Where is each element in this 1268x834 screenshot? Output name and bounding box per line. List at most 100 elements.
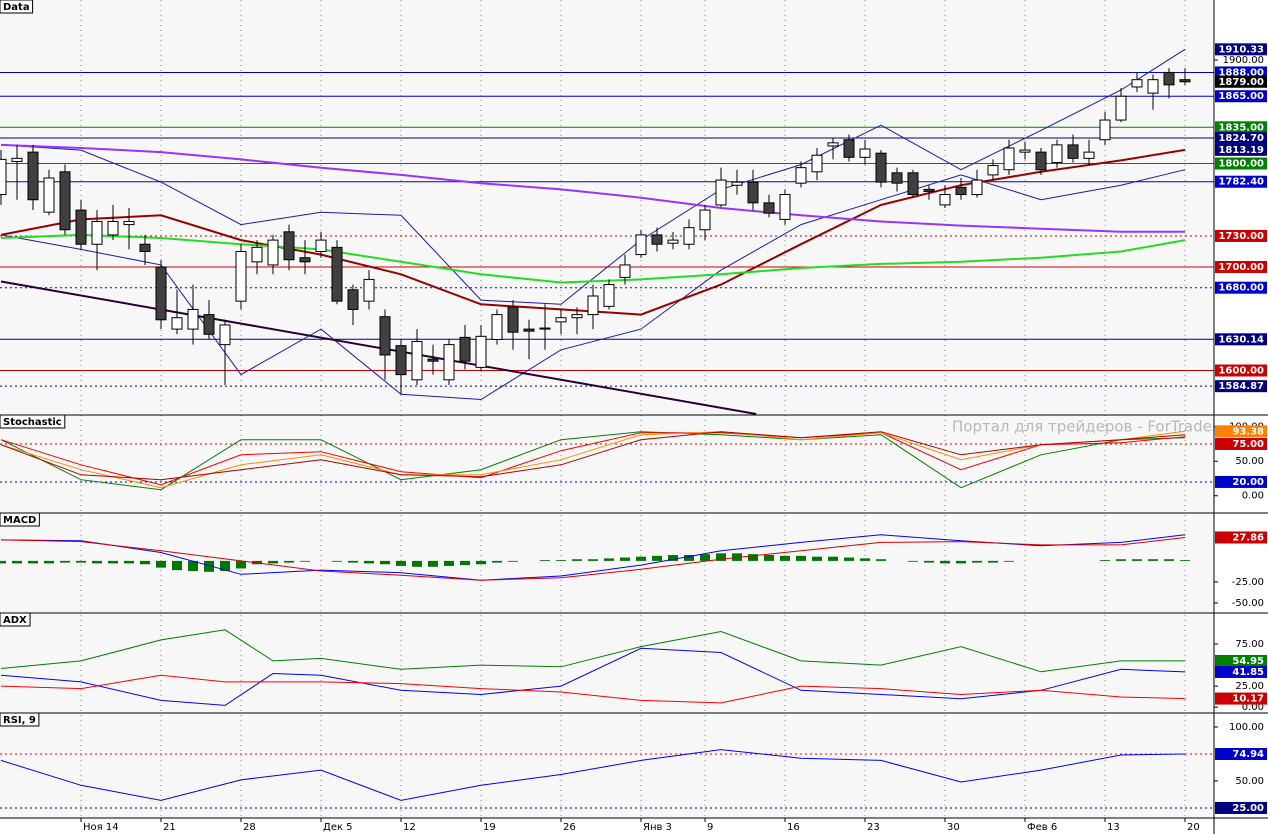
candle-body bbox=[11, 157, 23, 162]
candle-body bbox=[283, 231, 295, 261]
y-tick-label: -25.00 bbox=[1232, 577, 1264, 588]
candle-body bbox=[331, 246, 343, 302]
level-label-box bbox=[1215, 229, 1267, 242]
histogram-bar bbox=[684, 555, 694, 561]
candle-body bbox=[235, 250, 247, 302]
level-label: 1835.00 bbox=[1218, 122, 1264, 133]
histogram-bar bbox=[220, 560, 230, 571]
level-label: 27.86 bbox=[1232, 532, 1264, 543]
series-line bbox=[0, 431, 1186, 481]
histogram-bar bbox=[412, 560, 422, 567]
candle-body bbox=[219, 324, 231, 346]
y-tick-label: -50.00 bbox=[1232, 598, 1264, 609]
series-line bbox=[0, 48, 1186, 305]
level-label: 1782.40 bbox=[1218, 177, 1264, 188]
level-label: 1813.19 bbox=[1218, 145, 1264, 156]
candle-body bbox=[139, 243, 151, 252]
x-tick-label: 16 bbox=[787, 822, 800, 833]
series-line bbox=[0, 647, 1186, 706]
candle-body bbox=[619, 264, 631, 278]
candle-body bbox=[491, 314, 503, 340]
level-label: 41.85 bbox=[1232, 667, 1264, 678]
candle-body bbox=[251, 246, 263, 263]
y-tick-label: 50.00 bbox=[1235, 456, 1264, 467]
x-tick-label: Янв 3 bbox=[643, 822, 672, 833]
candle-body bbox=[475, 335, 487, 368]
level-label: 1680.00 bbox=[1218, 283, 1264, 294]
histogram-bar bbox=[956, 560, 966, 564]
histogram-bar bbox=[380, 560, 390, 565]
level-label: 1865.00 bbox=[1218, 91, 1264, 102]
panel-title: RSI, 9 bbox=[3, 715, 36, 726]
candle-body bbox=[1163, 71, 1175, 86]
candle-body bbox=[939, 194, 951, 206]
histogram-bar bbox=[60, 560, 70, 563]
candle-body bbox=[1131, 79, 1143, 88]
candle-body bbox=[299, 257, 311, 263]
watermark: Портал для трейдеров - ForTrader bbox=[952, 418, 1219, 436]
level-label-box bbox=[1215, 143, 1267, 156]
candle-body bbox=[651, 234, 663, 245]
series-line bbox=[0, 280, 757, 415]
histogram-bar bbox=[348, 560, 358, 563]
series-line bbox=[0, 143, 1185, 233]
candle-body bbox=[91, 220, 103, 245]
panel: Портал для трейдеров - ForTrader bbox=[0, 418, 1219, 491]
panel bbox=[0, 48, 1214, 415]
level-label-box bbox=[1215, 665, 1267, 678]
histogram-bar bbox=[588, 559, 598, 561]
histogram-bar bbox=[188, 560, 198, 571]
candle-body bbox=[155, 266, 167, 321]
candle-body bbox=[107, 220, 119, 236]
candle-body bbox=[859, 148, 871, 158]
histogram-bar bbox=[540, 560, 550, 561]
candle-body bbox=[987, 165, 999, 176]
candle-body bbox=[635, 234, 647, 256]
x-tick-label: Ноя 14 bbox=[83, 822, 119, 833]
histogram-bar bbox=[1004, 560, 1014, 562]
histogram-bar bbox=[172, 560, 182, 571]
x-tick-label: 12 bbox=[403, 822, 416, 833]
series-line bbox=[0, 749, 1186, 801]
candle-body bbox=[1035, 151, 1047, 171]
level-label-box bbox=[1215, 801, 1267, 814]
y-tick-label: 50.00 bbox=[1235, 776, 1264, 787]
histogram-bar bbox=[300, 560, 310, 562]
y-tick-label: 0.00 bbox=[1242, 491, 1264, 502]
candle-body bbox=[891, 172, 903, 184]
candle-body bbox=[779, 194, 791, 220]
level-label-box bbox=[1215, 425, 1267, 438]
histogram-bar bbox=[0, 560, 6, 564]
candle-body bbox=[1179, 79, 1191, 83]
level-label-box bbox=[1215, 157, 1267, 170]
histogram-bar bbox=[76, 560, 86, 563]
candle-body bbox=[459, 336, 471, 362]
level-label: 10.17 bbox=[1232, 694, 1264, 705]
histogram-bar bbox=[124, 560, 134, 564]
histogram-bar bbox=[828, 556, 838, 561]
candle-body bbox=[811, 154, 823, 173]
candle-body bbox=[267, 239, 279, 266]
candle-body bbox=[123, 220, 135, 226]
candle-body bbox=[875, 152, 887, 183]
histogram-bar bbox=[428, 560, 438, 567]
x-tick-label: 30 bbox=[947, 822, 960, 833]
level-label: 1600.00 bbox=[1218, 365, 1264, 376]
histogram-bar bbox=[444, 560, 454, 566]
level-label: 54.95 bbox=[1232, 656, 1264, 667]
level-label-box bbox=[1215, 692, 1267, 705]
candle-body bbox=[971, 179, 983, 196]
candle-body bbox=[539, 327, 551, 330]
series-line bbox=[0, 674, 1186, 704]
candle-body bbox=[827, 142, 839, 147]
x-tick-label: 23 bbox=[867, 822, 880, 833]
candle-body bbox=[603, 284, 615, 307]
candle-body bbox=[715, 179, 727, 206]
candle-body bbox=[347, 289, 359, 310]
histogram-bar bbox=[396, 560, 406, 566]
histogram-bar bbox=[204, 560, 214, 572]
level-label-box bbox=[1215, 75, 1267, 88]
panel-title: ADX bbox=[3, 615, 27, 626]
candle-body bbox=[555, 317, 567, 323]
candle-body bbox=[667, 239, 679, 244]
